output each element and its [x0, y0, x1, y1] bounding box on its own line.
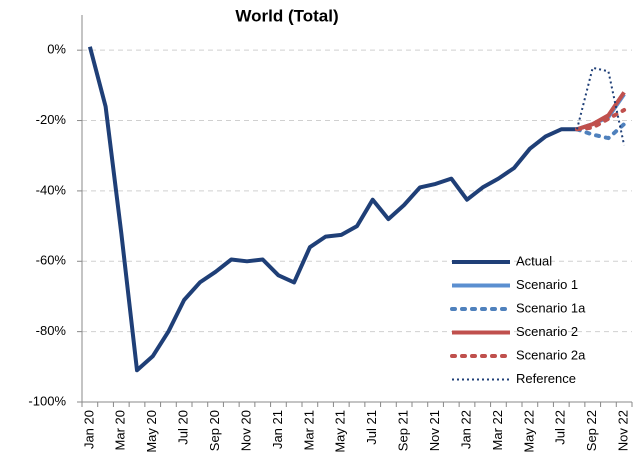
x-tick-label: Nov 20	[238, 410, 253, 451]
y-tick-label: 0%	[47, 42, 66, 57]
x-tick-label: Jan 21	[270, 410, 285, 449]
x-tick-label: Mar 21	[301, 410, 316, 450]
x-tick-label: Jul 21	[364, 410, 379, 445]
series-line	[576, 66, 626, 146]
x-tick-label: Jan 20	[81, 410, 96, 449]
y-tick-label: -60%	[36, 253, 67, 268]
x-tick-label: Jul 20	[176, 410, 191, 445]
legend-label: Scenario 1	[516, 277, 578, 292]
x-tick-label: Mar 20	[113, 410, 128, 450]
legend-label: Actual	[516, 253, 552, 268]
series-line	[87, 46, 577, 373]
x-tick-label: Sep 22	[584, 410, 599, 451]
x-tick-label: Sep 21	[396, 410, 411, 451]
series-line	[575, 122, 627, 141]
x-tick-label: Sep 20	[207, 410, 222, 451]
legend-label: Reference	[516, 371, 576, 386]
x-tick-label: Nov 21	[427, 410, 442, 451]
x-tick-label: May 21	[333, 410, 348, 453]
x-tick-label: Jan 22	[458, 410, 473, 449]
legend-label: Scenario 2a	[516, 347, 586, 362]
y-tick-label: -100%	[28, 393, 66, 408]
legend-label: Scenario 2	[516, 324, 578, 339]
y-tick-label: -80%	[36, 323, 67, 338]
y-tick-label: -20%	[36, 112, 67, 127]
x-tick-label: May 20	[144, 410, 159, 453]
x-tick-label: Jul 22	[553, 410, 568, 445]
series-line	[576, 91, 626, 132]
legend-label: Scenario 1a	[516, 300, 586, 315]
series-line	[575, 108, 627, 132]
x-tick-label: Mar 22	[490, 410, 505, 450]
chart-title: World (Total)	[235, 6, 338, 25]
x-tick-label: Nov 22	[616, 410, 631, 451]
x-tick-label: May 22	[521, 410, 536, 453]
y-tick-label: -40%	[36, 182, 67, 197]
